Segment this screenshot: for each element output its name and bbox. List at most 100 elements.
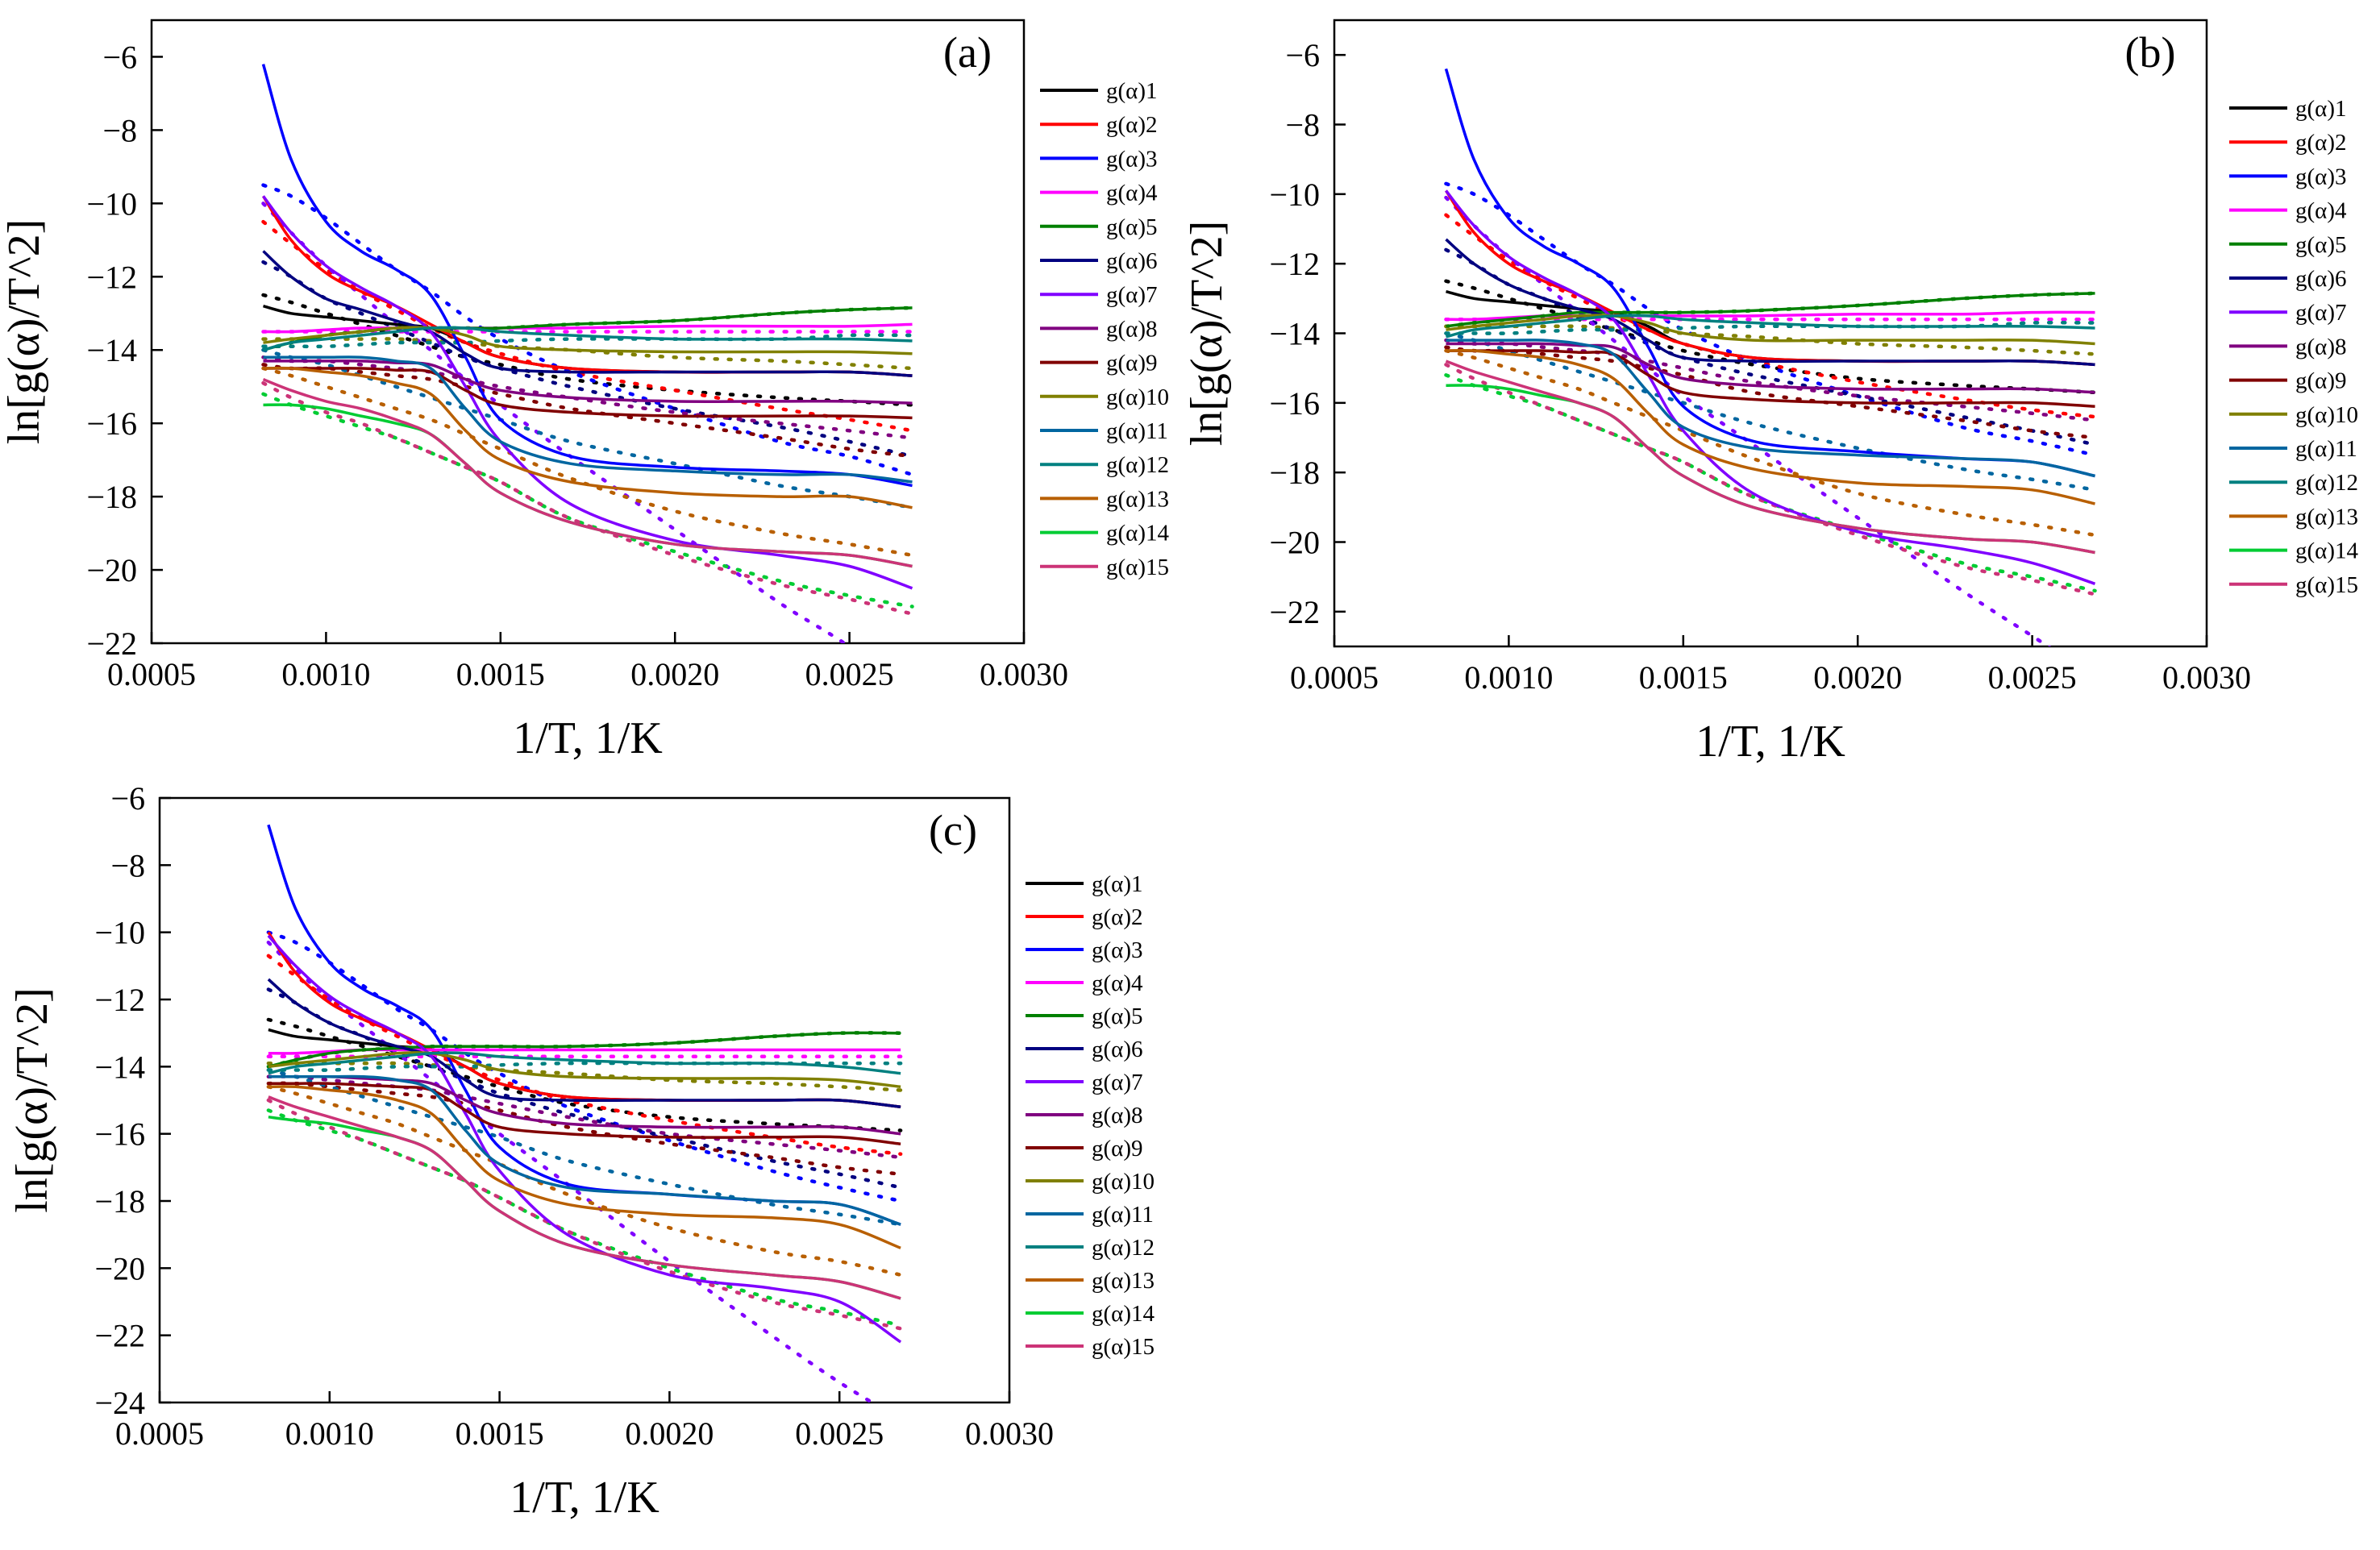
fit-line-3 [266, 930, 903, 1203]
fit-line-1 [261, 293, 914, 407]
legend-label: g(α)13 [2295, 504, 2358, 530]
y-tick-label: −22 [1269, 594, 1320, 630]
x-tick-label: 0.0030 [965, 1415, 1054, 1452]
x-tick-label: 0.0010 [281, 656, 370, 692]
legend-label: g(α)3 [1106, 146, 1158, 172]
fit-line-11 [266, 1068, 903, 1227]
chart-panel-1: 0.0005 0.0010 0.0015 0.0020 0.0025 0.0030 −22 −… [1182, 19, 2359, 767]
y-tick-label: −6 [1285, 37, 1320, 73]
y-tick-label: −16 [86, 405, 137, 442]
x-tick-label: 0.0020 [1813, 659, 1902, 696]
legend-label: g(α)2 [1106, 112, 1158, 138]
legend-label: g(α)11 [1106, 418, 1168, 444]
fit-line-10 [266, 1061, 903, 1092]
y-axis-label: ln[g(α)/T^2] [7, 987, 57, 1213]
legend-label: g(α)1 [2295, 96, 2347, 122]
legend-label: g(α)3 [1092, 937, 1143, 963]
legend-label: g(α)6 [2295, 266, 2347, 292]
legend-label: g(α)7 [2295, 300, 2347, 326]
legend: g(α)1 g(α)2 g(α)3 g(α)4 g(α)5 g(α)6 g(α)7 g(α)8… [1026, 871, 1155, 1360]
fit-line-13 [1444, 348, 2097, 538]
series-line-2 [267, 931, 901, 1109]
legend-label: g(α)4 [1092, 970, 1143, 996]
x-tick-label: 0.0005 [115, 1415, 204, 1452]
chart-panel-0: 0.0005 0.0010 0.0015 0.0020 0.0025 0.0030 −22 −… [0, 19, 1170, 763]
y-tick-label: −22 [86, 625, 137, 662]
plot-area [1444, 68, 2097, 646]
legend-label: g(α)8 [1106, 316, 1158, 342]
fit-line-7 [261, 202, 848, 643]
fit-line-7 [1444, 195, 2052, 646]
y-tick-label: −24 [94, 1385, 145, 1421]
y-tick-label: −18 [86, 479, 137, 515]
legend-label: g(α)8 [2295, 334, 2347, 359]
series-line-7 [267, 934, 902, 1344]
x-tick-label: 0.0025 [1988, 659, 2077, 696]
y-tick-label: −10 [94, 915, 145, 951]
fit-line-2 [266, 954, 903, 1156]
x-tick-label: 0.0010 [1464, 659, 1553, 696]
fit-line-13 [261, 366, 914, 558]
series-line-5 [1446, 292, 2095, 328]
legend-label: g(α)10 [1092, 1169, 1155, 1195]
series-line-15 [262, 377, 913, 568]
legend-label: g(α)9 [1092, 1136, 1143, 1161]
legend-label: g(α)15 [1092, 1334, 1155, 1360]
legend-label: g(α)4 [1106, 181, 1158, 206]
series-line-11 [263, 355, 913, 484]
legend-label: g(α)6 [1106, 248, 1158, 274]
legend-label: g(α)2 [2295, 130, 2347, 156]
plot-area [261, 64, 914, 643]
fit-line-3 [1444, 181, 2097, 457]
y-axis-label: ln[g(α)/T^2] [1182, 221, 1232, 447]
legend-label: g(α)8 [1092, 1103, 1143, 1128]
fit-line-8 [266, 1074, 903, 1160]
y-tick-label: −18 [1269, 455, 1320, 491]
legend-label: g(α)4 [2295, 198, 2347, 224]
x-tick-label: 0.0015 [1639, 659, 1728, 696]
y-tick-label: −12 [86, 259, 137, 295]
series-line-9 [268, 1082, 901, 1145]
fit-line-14 [1444, 373, 2097, 593]
fit-line-13 [266, 1085, 903, 1277]
x-tick-label: 0.0030 [980, 656, 1068, 692]
fit-line-2 [261, 219, 914, 433]
legend-label: g(α)14 [2295, 538, 2359, 564]
x-tick-label: 0.0030 [2162, 659, 2251, 696]
series-line-9 [263, 367, 913, 420]
legend-label: g(α)13 [1092, 1268, 1155, 1294]
fit-line-8 [1444, 338, 2097, 422]
y-tick-label: −12 [94, 982, 145, 1018]
legend-label: g(α)9 [2295, 368, 2347, 394]
fit-line-1 [1444, 279, 2097, 395]
y-tick-label: −6 [110, 780, 145, 817]
legend: g(α)1 g(α)2 g(α)3 g(α)4 g(α)5 g(α)6 g(α)7 g(α)8… [2229, 96, 2359, 598]
series-line-13 [263, 366, 913, 509]
series-line-12 [268, 1051, 901, 1075]
legend-label: g(α)9 [1106, 351, 1158, 376]
fit-line-11 [1444, 331, 2097, 492]
fit-line-2 [1444, 213, 2097, 419]
panel-label: (a) [943, 28, 992, 77]
legend-label: g(α)5 [1092, 1004, 1143, 1029]
series-line-7 [1445, 189, 2096, 585]
series-line-9 [1446, 349, 2095, 408]
fit-line-9 [261, 363, 914, 459]
legend-label: g(α)11 [1092, 1202, 1154, 1228]
x-tick-label: 0.0025 [795, 1415, 884, 1452]
legend-label: g(α)3 [2295, 164, 2347, 189]
y-tick-label: −20 [94, 1250, 145, 1286]
y-tick-label: −20 [1269, 525, 1320, 561]
series-line-12 [263, 326, 913, 351]
y-tick-label: −16 [94, 1116, 145, 1153]
legend-label: g(α)14 [1092, 1301, 1155, 1327]
series-line-6 [1445, 238, 2095, 367]
series-line-3 [1444, 68, 2095, 478]
legend-label: g(α)12 [1092, 1235, 1155, 1261]
fit-line-9 [266, 1081, 903, 1176]
series-line-13 [268, 1085, 901, 1249]
series-line-4 [1446, 310, 2095, 322]
y-tick-label: −18 [94, 1183, 145, 1220]
series-line-10 [268, 1051, 901, 1089]
